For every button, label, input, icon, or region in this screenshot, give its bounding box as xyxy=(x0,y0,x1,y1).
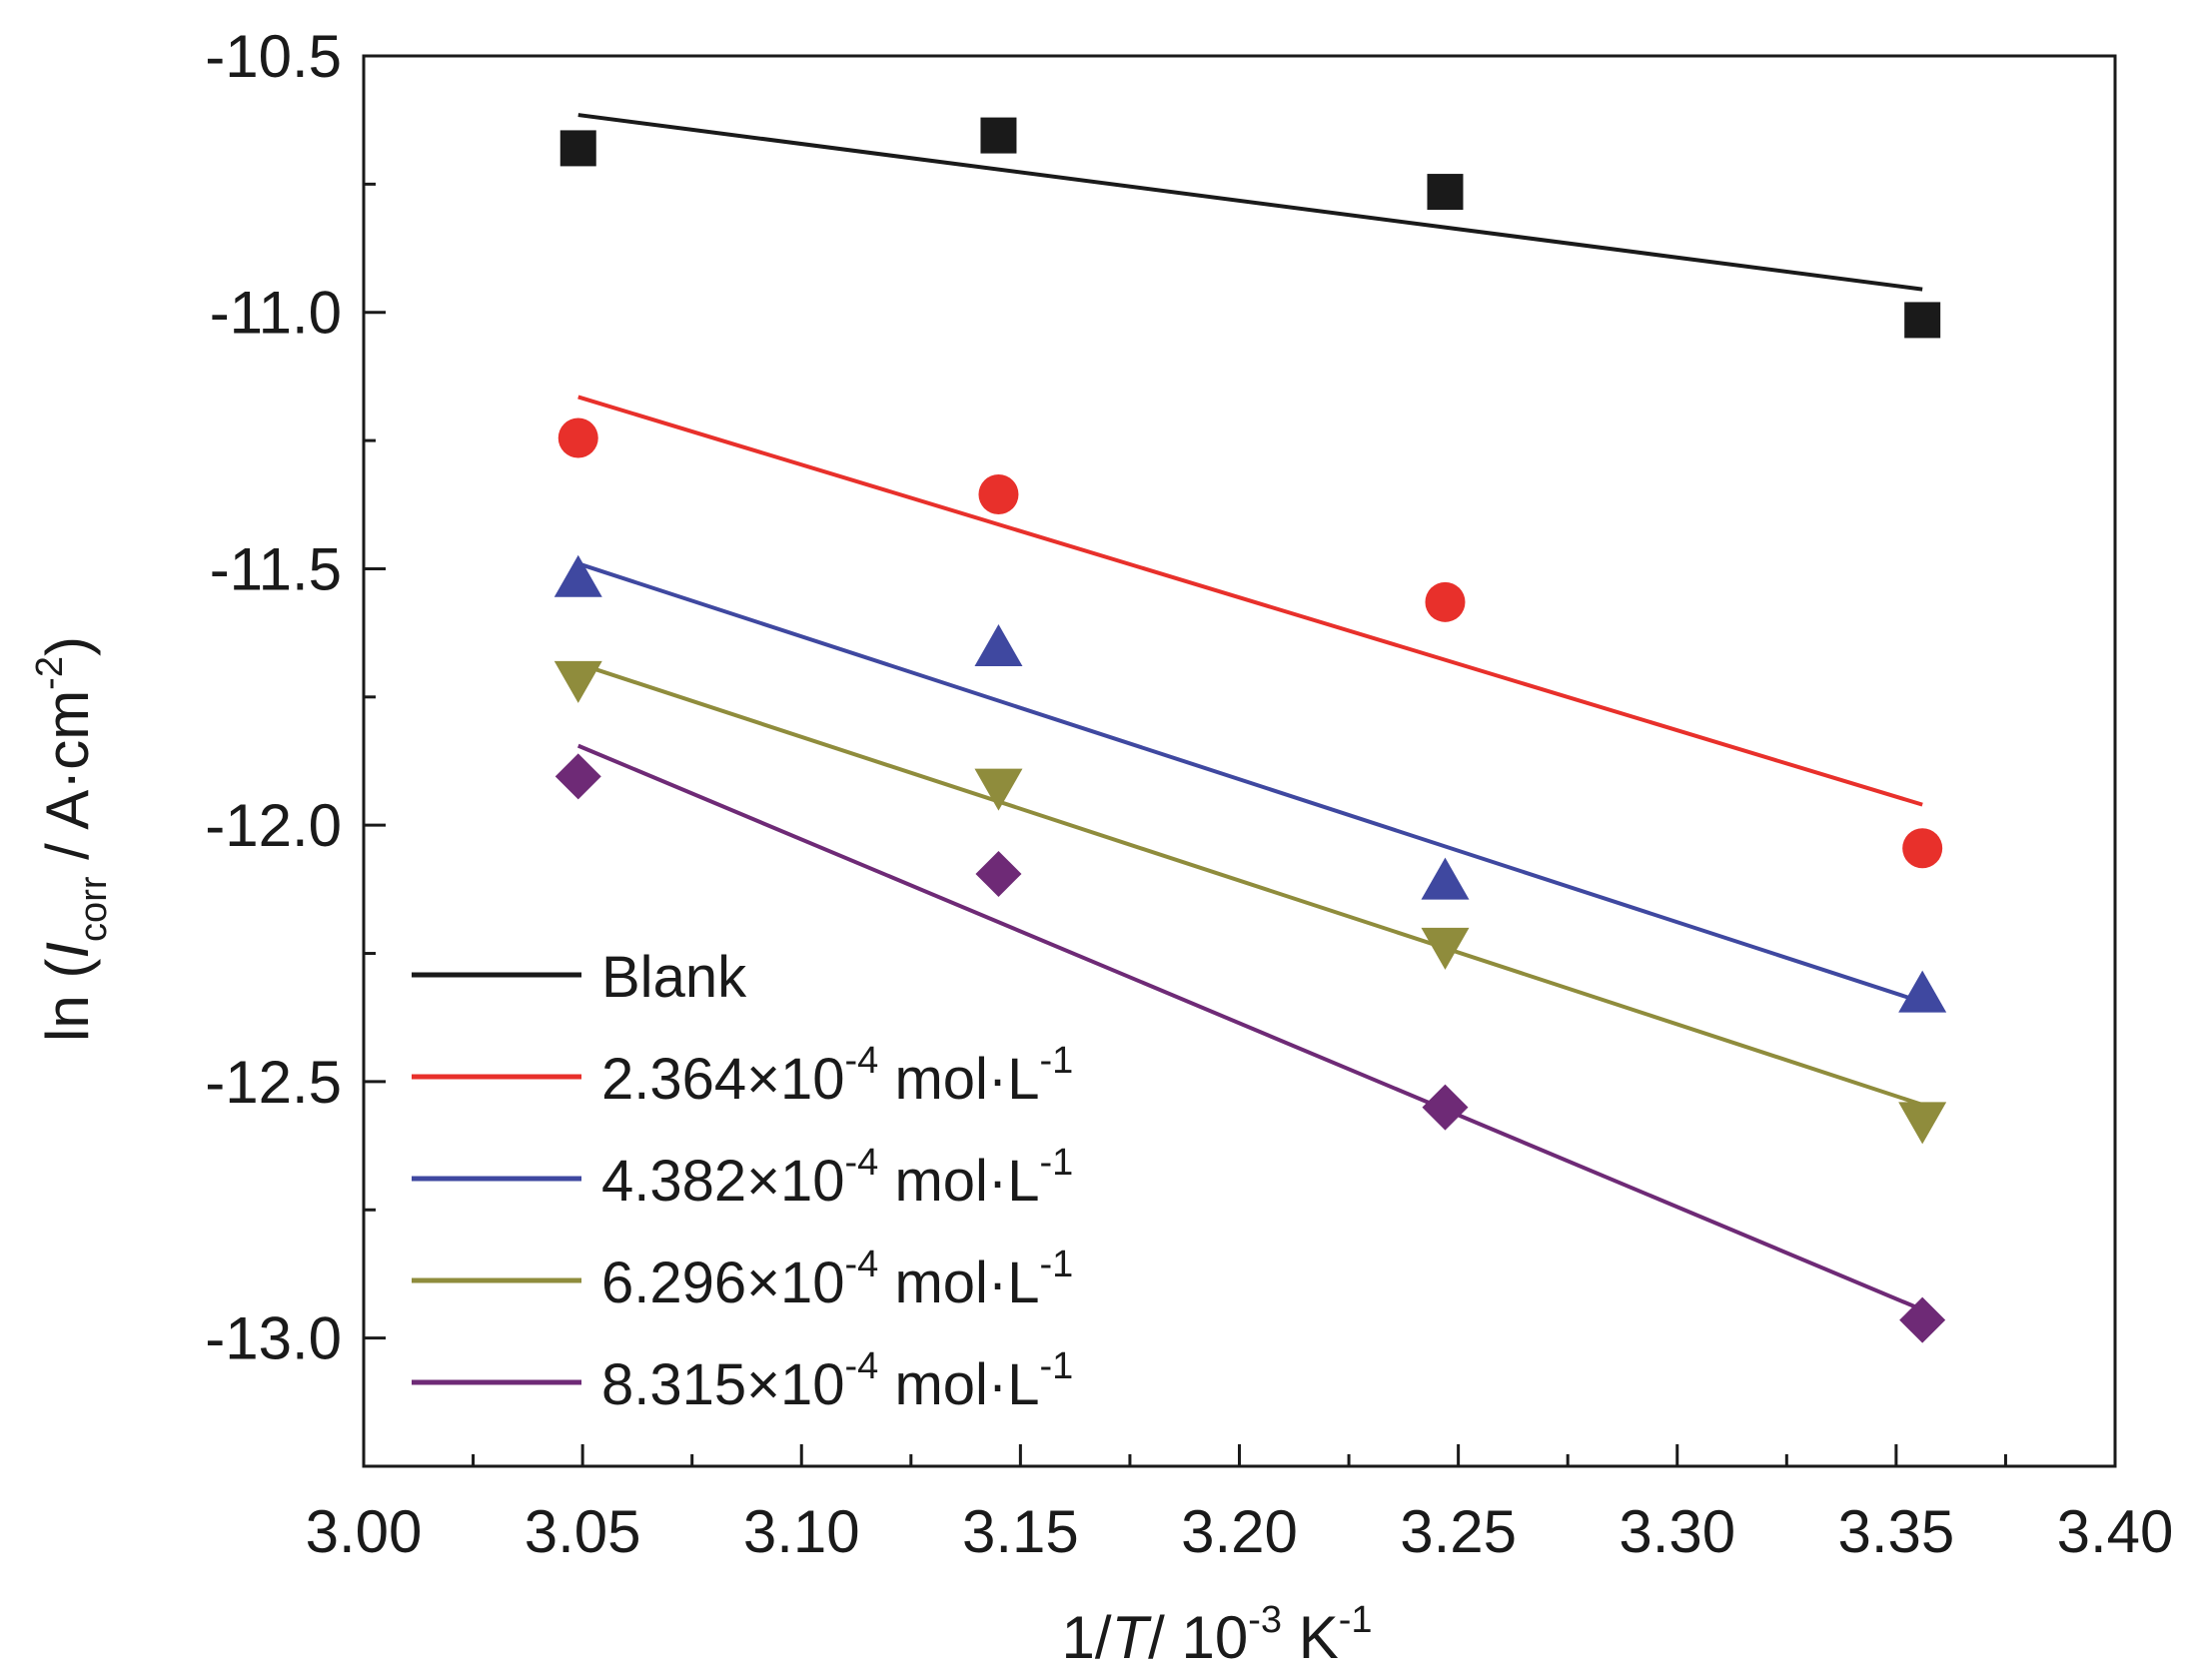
y-tick-label: -13.0 xyxy=(205,1305,342,1372)
x-tick-label: 3.15 xyxy=(962,1498,1079,1565)
legend-label-series-2: 2.364×10-4 mol·L-1 xyxy=(601,1040,1073,1112)
data-point-triangle-up xyxy=(1898,970,1947,1013)
fit-lines xyxy=(576,113,1923,1312)
x-tick-label: 3.20 xyxy=(1181,1498,1298,1565)
x-axis-title: 1/T/ 10-3 K-1 xyxy=(1061,1599,1372,1671)
y-tick-label: -10.5 xyxy=(205,23,342,90)
data-point-triangle-down xyxy=(1421,927,1470,970)
data-point-diamond xyxy=(1422,1084,1469,1131)
x-tick-label: 3.35 xyxy=(1837,1498,1954,1565)
y-tick-label: -11.5 xyxy=(210,535,342,602)
data-point-circle xyxy=(1902,828,1943,869)
x-tick-label: 3.30 xyxy=(1619,1498,1735,1565)
data-point-triangle-up xyxy=(974,624,1023,667)
x-tick-label: 3.25 xyxy=(1400,1498,1517,1565)
x-tick-label: 3.05 xyxy=(525,1498,641,1565)
data-point-circle xyxy=(557,418,598,458)
data-point-diamond xyxy=(554,753,601,800)
data-point-triangle-up xyxy=(1421,857,1470,900)
y-tick-label: -12.5 xyxy=(205,1049,342,1116)
fit-line xyxy=(576,743,1923,1312)
fit-line xyxy=(577,661,1923,1107)
axis-ticks xyxy=(362,54,2117,1468)
data-point-triangle-down xyxy=(1898,1102,1947,1145)
data-point-diamond xyxy=(1899,1296,1946,1343)
legend: Blank 2.364×10-4 mol·L-1 4.382×10-4 mol·… xyxy=(412,945,1073,1417)
axis-tick-labels: 3.00 3.05 3.10 3.15 3.20 3.25 3.30 3.35 3.40 -10.… xyxy=(205,23,2173,1565)
y-axis-title: ln (Icorr / A·cm-2) xyxy=(29,636,115,1042)
data-point-triangle-down xyxy=(553,660,602,703)
data-point-square xyxy=(1904,302,1941,339)
legend-label-series-5: 8.315×10-4 mol·L-1 xyxy=(601,1345,1073,1417)
data-point-triangle-down xyxy=(974,768,1023,811)
x-tick-label: 3.00 xyxy=(306,1498,423,1565)
y-tick-label: -11.0 xyxy=(210,280,342,347)
legend-label-series-3: 4.382×10-4 mol·L-1 xyxy=(601,1142,1073,1214)
data-point-circle xyxy=(1425,581,1466,622)
fit-line xyxy=(577,561,1923,1005)
data-point-diamond xyxy=(975,850,1022,897)
data-point-square xyxy=(559,130,596,167)
x-tick-label: 3.40 xyxy=(2057,1498,2174,1565)
data-point-circle xyxy=(978,474,1019,515)
legend-label-series-4: 6.296×10-4 mol·L-1 xyxy=(601,1244,1073,1315)
x-tick-label: 3.10 xyxy=(743,1498,860,1565)
data-point-square xyxy=(1427,174,1464,211)
y-tick-label: -12.0 xyxy=(205,792,342,859)
data-point-triangle-up xyxy=(553,554,602,597)
fit-line xyxy=(577,395,1923,807)
fit-line xyxy=(577,113,1923,292)
data-markers xyxy=(553,117,1947,1343)
legend-label-blank: Blank xyxy=(601,945,747,1010)
data-point-square xyxy=(980,117,1017,154)
